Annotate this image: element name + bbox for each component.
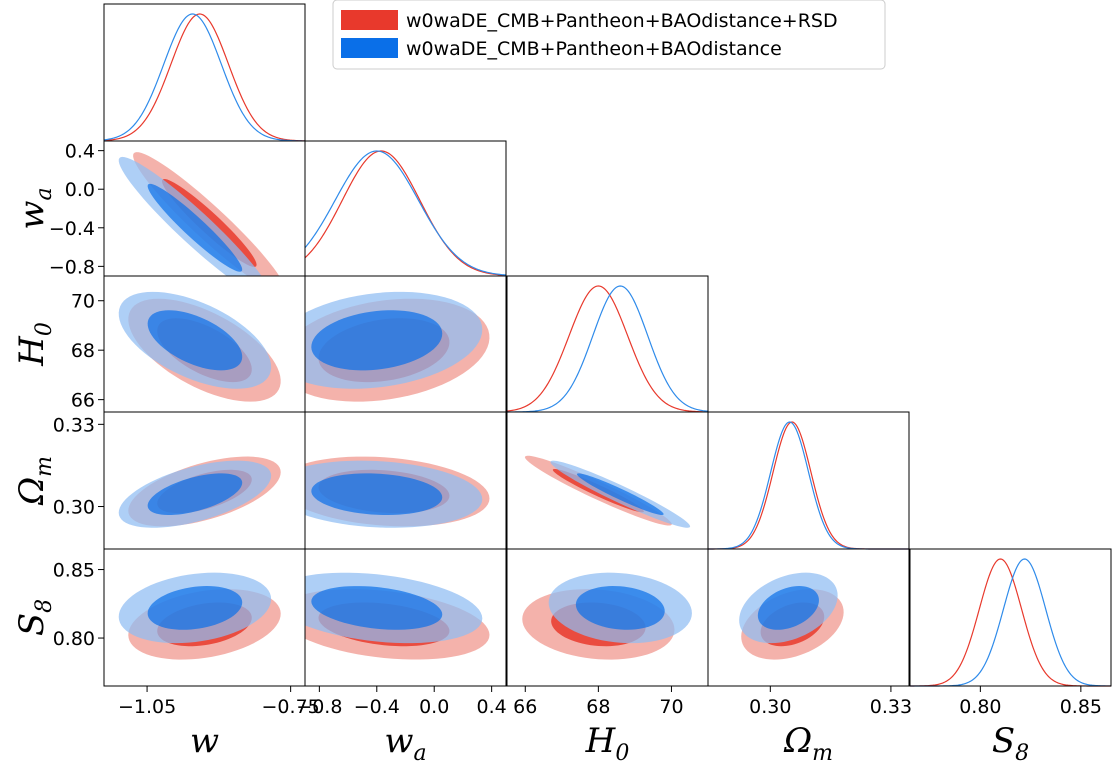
ytick-label-wa-1: −0.4: [49, 218, 95, 240]
contour-blue-68-wa-H0: [311, 310, 443, 371]
marginal-blue-S8: [910, 558, 1112, 687]
contour-layer: [118, 152, 844, 660]
axis-label-layer: w wa H0 Ωm S8 wa H0 Ωm S8: [12, 187, 1029, 763]
panel-frame-wa-wa: [304, 140, 507, 277]
contour-blue-68-w-S8: [147, 586, 243, 630]
contour-panel-wa-H0: [305, 291, 490, 402]
xtick-label-H0-0: 66: [513, 696, 537, 718]
xtick-label-wa-2: 0.0: [419, 696, 449, 718]
contour-panel-w-Om: [118, 456, 281, 528]
contour-blue-68-w-wa: [147, 183, 243, 272]
contour-panel-w-wa: [118, 152, 280, 276]
panel-frame-Om-S8: [707, 548, 910, 687]
xtick-label-S8-1: 0.85: [1060, 696, 1102, 718]
ytick-label-Om-1: 0.33: [53, 414, 95, 436]
marginal-blue-Om: [707, 421, 909, 550]
contour-panel-Om-S8: [739, 572, 844, 660]
xtick-label-H0-1: 68: [586, 696, 610, 718]
marginal-red-Om: [708, 421, 909, 550]
marginal-red-wa: [304, 150, 507, 276]
contour-panel-w-H0: [118, 291, 281, 402]
xaxis-label-wa: wa: [384, 721, 426, 763]
xtick-label-Om-0: 0.30: [749, 696, 791, 718]
contour-panel-wa-S8: [305, 572, 490, 660]
ytick-label-H0-2: 70: [71, 291, 95, 313]
marginal-blue-w: [103, 13, 306, 142]
panel-frame-Om-Om: [707, 411, 910, 550]
legend-swatch-blue: [341, 38, 398, 58]
contour-blue-68-H0-S8: [575, 586, 665, 630]
legend-swatch-red: [341, 10, 398, 30]
marginal-blue-H0: [506, 285, 709, 413]
legend: w0waDE_CMB+Pantheon+BAOdistance+RSD w0wa…: [332, 0, 886, 70]
yaxis-label-wa: wa: [12, 187, 57, 229]
legend-frame: [332, 0, 886, 70]
xtick-label-H0-2: 70: [659, 696, 683, 718]
xtick-label-wa-0: −0.8: [296, 696, 342, 718]
tick-layer: −1.05 −0.75−0.8 −0.4 0.0 0.4 66 68 70 0.30 0.33 0.…: [49, 141, 1102, 718]
xtick-label-Om-1: 0.33: [870, 696, 912, 718]
legend-label-red: w0waDE_CMB+Pantheon+BAOdistance+RSD: [406, 10, 838, 32]
ytick-label-H0-0: 66: [71, 390, 95, 412]
contour-blue-68-H0-Om: [576, 473, 664, 516]
xtick-label-wa-3: 0.4: [477, 696, 507, 718]
contour-blue-68-wa-S8: [311, 586, 443, 630]
xtick-label-S8-0: 0.80: [959, 696, 1001, 718]
contour-blue-68-w-H0: [147, 310, 243, 371]
xtick-label-wa-1: −0.4: [354, 696, 400, 718]
contour-blue-68-wa-Om: [311, 473, 443, 516]
contour-blue-68-w-Om: [147, 473, 243, 516]
ytick-label-Om-0: 0.30: [53, 497, 95, 519]
marginal-red-H0: [506, 285, 709, 413]
yaxis-label-S8: S8: [12, 599, 57, 636]
panel-frame-S8-S8: [909, 548, 1112, 687]
contour-panel-H0-S8: [522, 572, 692, 660]
marginal-red-S8: [909, 558, 1111, 687]
marginal-red-w: [103, 13, 306, 142]
contour-blue-68-Om-S8: [757, 586, 819, 630]
ytick-label-wa-2: 0.0: [65, 179, 95, 201]
yaxis-label-H0: H0: [12, 322, 57, 367]
yaxis-label-Om: Ωm: [12, 456, 57, 506]
xtick-label-w-1: −0.75: [262, 696, 320, 718]
ytick-label-wa-3: 0.4: [65, 141, 95, 163]
xaxis-label-Om: Ωm: [783, 721, 833, 763]
contour-panel-H0-Om: [524, 455, 691, 528]
xaxis-label-S8: S8: [992, 721, 1029, 763]
xaxis-label-H0: H0: [585, 721, 630, 763]
xtick-label-w-0: −1.05: [118, 696, 176, 718]
ytick-label-H0-1: 68: [71, 340, 95, 362]
xaxis-label-w: w: [190, 721, 219, 761]
legend-label-blue: w0waDE_CMB+Pantheon+BAOdistance: [406, 38, 782, 60]
contour-panel-w-S8: [118, 572, 281, 660]
panel-frame-wa-S8: [304, 548, 507, 687]
marginal-blue-wa: [304, 150, 507, 276]
panel-frame-layer: [103, 3, 1112, 687]
ytick-label-S8-0: 0.80: [53, 628, 95, 650]
contour-panel-wa-Om: [305, 456, 490, 528]
ytick-label-S8-1: 0.85: [53, 560, 95, 582]
panel-frame-H0-H0: [506, 275, 709, 413]
ytick-label-wa-0: −0.8: [49, 256, 95, 278]
